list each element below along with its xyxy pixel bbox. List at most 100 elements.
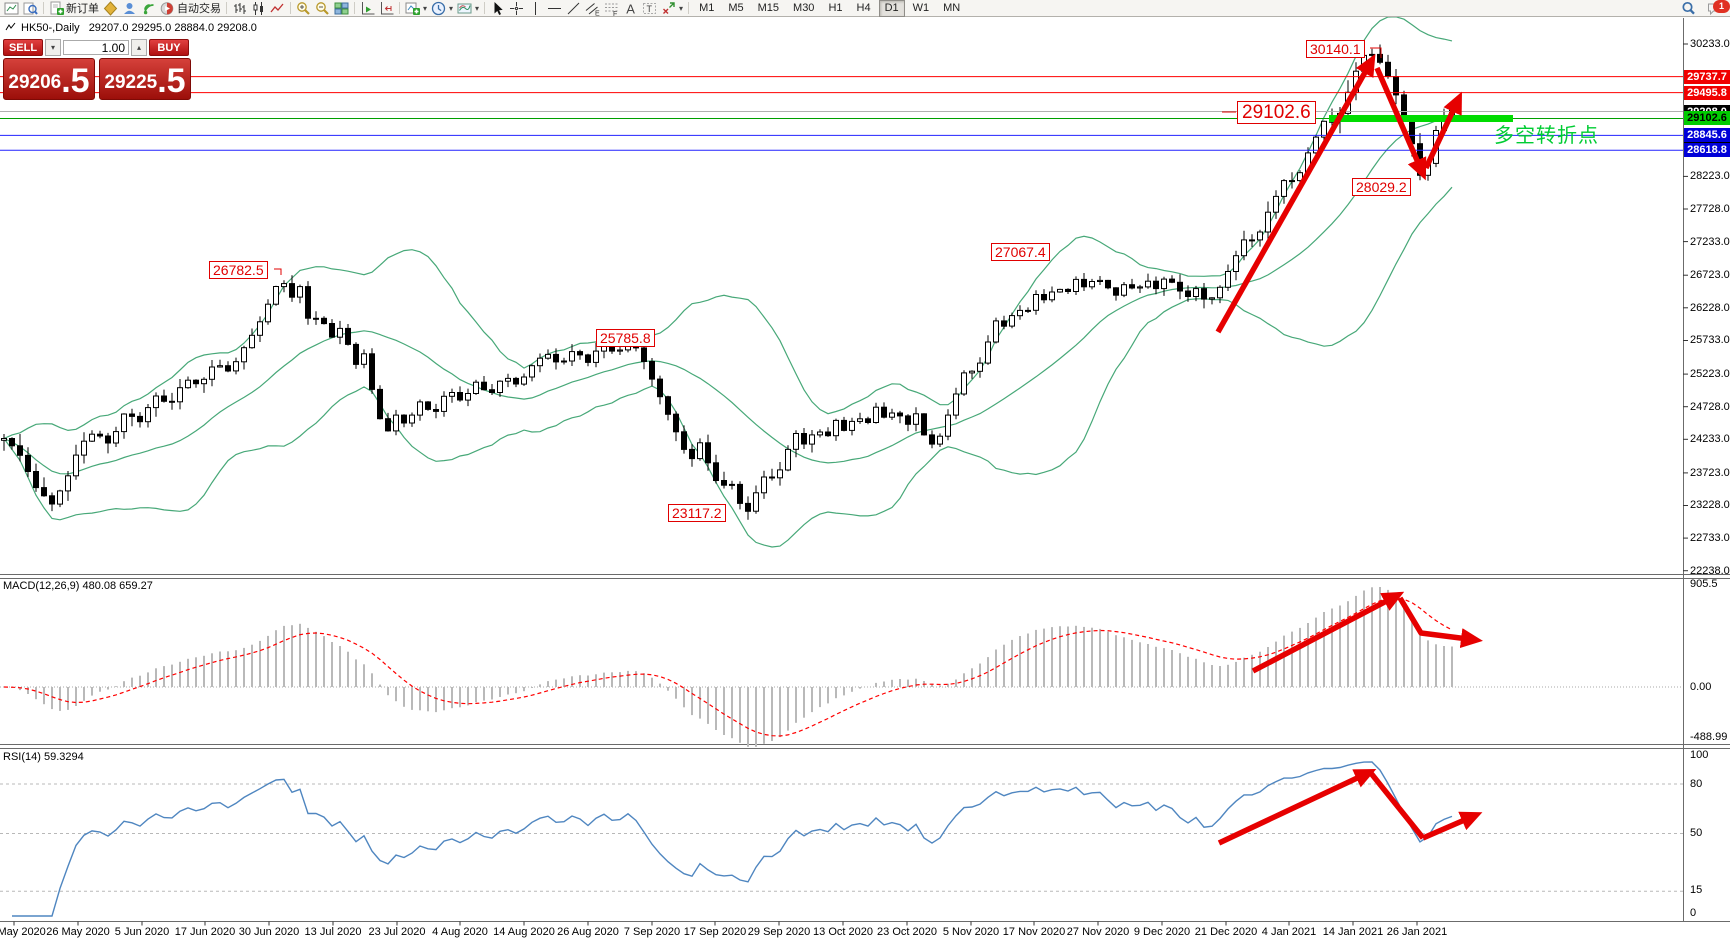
- chart-window-button[interactable]: [2, 1, 21, 16]
- volume-increase-button[interactable]: ▴: [131, 39, 147, 56]
- timeframe-button-M15[interactable]: M15: [757, 1, 780, 14]
- turning-point-label[interactable]: 多空转折点: [1494, 125, 1599, 147]
- templates-icon: [457, 3, 472, 13]
- chevron-down-icon: ▾: [423, 3, 428, 13]
- buy-price-int: 29225: [104, 72, 158, 93]
- date-axis-label: 14 Jan 2021: [1322, 926, 1384, 938]
- candlestick-chart-icon: [253, 1, 263, 15]
- chart-window-icon: [4, 2, 19, 14]
- date-axis-label: 13 Jul 2020: [304, 926, 362, 938]
- price-badge: 28618.8: [1684, 143, 1730, 157]
- date-axis-label: 7 Sep 2020: [623, 926, 681, 938]
- candlestick-chart-button[interactable]: [249, 1, 268, 16]
- date-axis-label: 26 Jan 2021: [1386, 926, 1448, 938]
- timeframe-button-D1[interactable]: D1: [878, 0, 905, 17]
- zoom-in-button[interactable]: [294, 1, 313, 16]
- macd-label: MACD(12,26,9) 480.08 659.27: [3, 580, 153, 592]
- toolbar-button-label: 新订单: [66, 3, 99, 15]
- macd-signal-line: [3, 597, 1453, 737]
- rsi-axis-label: 100: [1690, 749, 1709, 761]
- date-axis-label: 5 Nov 2020: [942, 926, 1000, 938]
- price-annotation[interactable]: 27067.4: [991, 243, 1050, 261]
- arrows-button[interactable]: ▾: [659, 1, 685, 16]
- price-annotation[interactable]: 30140.1: [1306, 40, 1365, 58]
- auto-scroll-button[interactable]: [358, 1, 377, 16]
- rsi-line: [12, 761, 1453, 917]
- vertical-line-button[interactable]: [526, 1, 545, 16]
- templates-button[interactable]: ▾: [455, 1, 481, 16]
- sell-button[interactable]: SELL: [3, 39, 43, 56]
- timeframe-button-M30[interactable]: M30: [793, 1, 815, 14]
- date-axis-label: 27 Nov 2020: [1066, 926, 1130, 938]
- crosshair-button[interactable]: [507, 1, 526, 16]
- community-button[interactable]: [120, 1, 139, 16]
- search-button[interactable]: [1679, 1, 1698, 16]
- chart-symbol-icon: [5, 22, 16, 34]
- volume-input[interactable]: [63, 40, 129, 55]
- chart-ohlc-values: 29207.0 29295.0 28884.0 29208.0: [88, 22, 257, 34]
- horizontal-lines[interactable]: [0, 76, 1683, 151]
- date-axis-label: 17 Sep 2020: [683, 926, 747, 938]
- equidistant-channel-button[interactable]: E: [583, 1, 602, 16]
- price-axis-tick: 28223.0: [1690, 170, 1730, 182]
- zoom-out-button[interactable]: [313, 1, 332, 16]
- price-axis-tick: 25223.0: [1690, 368, 1730, 380]
- price-annotation[interactable]: 29102.6: [1237, 101, 1316, 124]
- volume-decrease-button[interactable]: ▾: [45, 39, 61, 56]
- auto-scroll-icon: [362, 1, 375, 14]
- date-axis-label: 26 May 2020: [46, 926, 110, 938]
- price-axis-tick: 27233.0: [1690, 236, 1730, 248]
- indicators-button[interactable]: ▾: [403, 1, 429, 16]
- autotrading-button[interactable]: 自动交易: [158, 1, 223, 16]
- macd-axis-zero: 0.00: [1690, 681, 1712, 693]
- bar-chart-button[interactable]: [230, 1, 249, 16]
- timeframe-button-W1[interactable]: W1: [912, 1, 930, 14]
- timeframe-button-M5[interactable]: M5: [728, 1, 744, 14]
- new-order-icon: [50, 1, 64, 15]
- new-order-button[interactable]: 新订单: [47, 1, 101, 16]
- buy-button[interactable]: BUY: [149, 39, 189, 56]
- date-axis-label: 23 Jul 2020: [368, 926, 426, 938]
- community-icon: [124, 2, 135, 14]
- svg-text:F: F: [613, 11, 617, 16]
- fibonacci-button[interactable]: F: [602, 1, 621, 16]
- date-axis-label: 4 Jan 2021: [1261, 926, 1317, 938]
- bollinger-bands: [3, 16, 1453, 548]
- bar-chart-icon: [234, 2, 246, 14]
- timeframe-button-H4[interactable]: H4: [856, 1, 871, 14]
- price-axis-tick: 26228.0: [1690, 302, 1730, 314]
- text-label-button[interactable]: T: [640, 1, 659, 16]
- timeframe-button-H1[interactable]: H1: [828, 1, 843, 14]
- trendline-button[interactable]: [564, 1, 583, 16]
- buy-price-box[interactable]: 29225.5: [99, 58, 191, 100]
- indicators-icon: [405, 2, 420, 15]
- sell-price-box[interactable]: 29206.5: [3, 58, 95, 100]
- timeframe-button-M1[interactable]: M1: [699, 1, 715, 14]
- date-axis-label: 26 Aug 2020: [557, 926, 619, 938]
- price-annotation[interactable]: 28029.2: [1352, 178, 1411, 196]
- notifications-button[interactable]: 1: [1704, 0, 1730, 16]
- cursor-button[interactable]: [488, 1, 507, 16]
- timeframe-button-MN[interactable]: MN: [943, 1, 961, 14]
- metaeditor-button[interactable]: [101, 0, 120, 16]
- price-annotation[interactable]: 23117.2: [668, 504, 726, 522]
- rsi-label: RSI(14) 59.3294: [3, 751, 84, 763]
- tile-windows-button[interactable]: [332, 1, 351, 16]
- periods-button[interactable]: ▾: [429, 1, 455, 16]
- trend-arrows-macd[interactable]: [1251, 591, 1483, 674]
- trend-arrows-rsi[interactable]: [1217, 769, 1483, 846]
- chart-shift-button[interactable]: [377, 1, 396, 16]
- trend-arrows-main[interactable]: [1215, 53, 1462, 334]
- horizontal-line-button[interactable]: [545, 1, 564, 16]
- text-icon: A: [626, 1, 635, 16]
- price-annotation[interactable]: 26782.5: [209, 261, 268, 279]
- toolbar-separator: [399, 2, 400, 14]
- price-axis-tick: 24728.0: [1690, 401, 1730, 413]
- horizontal-line-icon: [548, 7, 562, 9]
- text-button[interactable]: A: [621, 1, 640, 16]
- signals-button[interactable]: [139, 1, 158, 16]
- market-watch-button[interactable]: [21, 1, 40, 16]
- line-chart-button[interactable]: [268, 1, 287, 16]
- price-annotation[interactable]: 25785.8: [596, 329, 655, 347]
